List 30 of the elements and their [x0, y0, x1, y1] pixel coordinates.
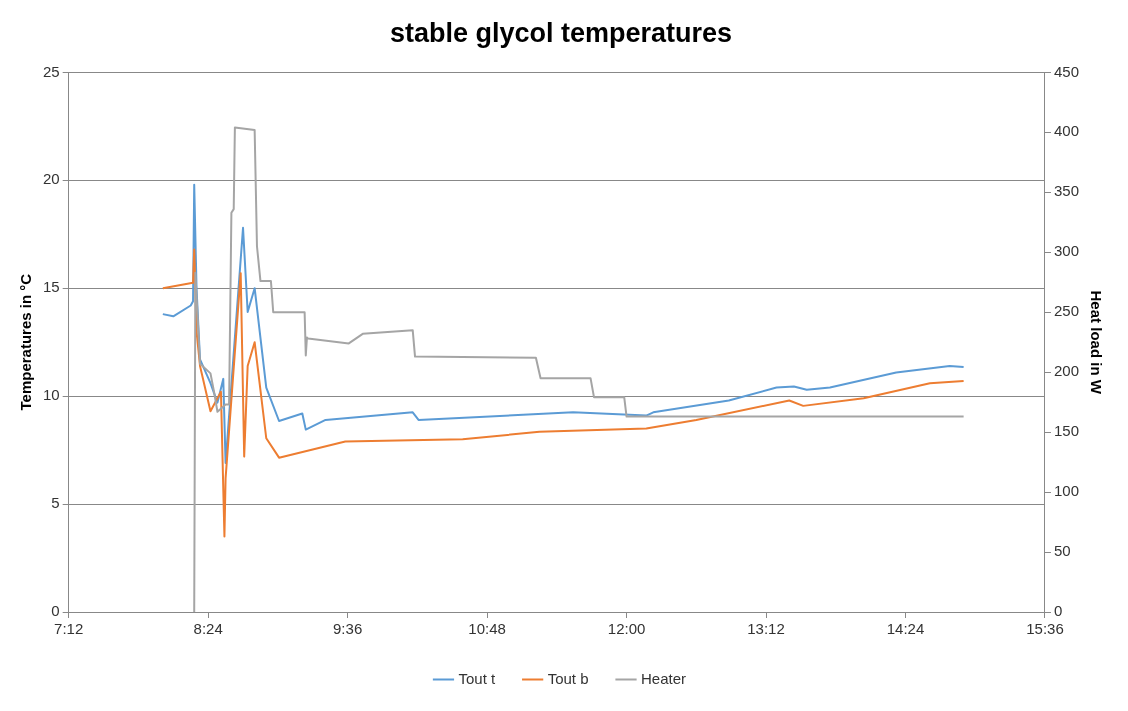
- chart-title: stable glycol temperatures: [389, 17, 733, 48]
- legend-label: Heater: [641, 669, 687, 687]
- x-tick-label: 14:24: [886, 620, 925, 638]
- y-tick-label: 20: [43, 170, 60, 188]
- y2-axis-title: Heat load in W: [1087, 290, 1105, 395]
- y-tick-label: 10: [43, 386, 60, 404]
- y2-tick-label: 150: [1053, 422, 1079, 440]
- x-tick-label: 9:36: [333, 620, 363, 638]
- y-tick-label: 5: [51, 494, 60, 512]
- y2-tick-label: 250: [1053, 302, 1079, 320]
- y2-tick-label: 200: [1053, 362, 1079, 380]
- y2-tick-label: 400: [1053, 122, 1079, 140]
- y2-tick-label: 0: [1053, 602, 1063, 620]
- y-tick-label: 0: [51, 602, 60, 620]
- y2-tick-label: 300: [1053, 242, 1079, 260]
- x-tick-label: 8:24: [193, 620, 223, 638]
- x-tick-label: 13:12: [747, 620, 785, 638]
- legend-label: Tout b: [547, 669, 589, 687]
- x-tick-label: 7:12: [54, 620, 84, 638]
- y2-tick-label: 100: [1053, 482, 1079, 500]
- y2-tick-label: 50: [1053, 542, 1071, 560]
- y2-tick-label: 350: [1053, 182, 1079, 200]
- y-tick-label: 15: [43, 278, 60, 296]
- y2-tick-label: 450: [1053, 62, 1079, 80]
- x-tick-label: 10:48: [468, 620, 506, 638]
- x-tick-label: 12:00: [607, 620, 646, 638]
- x-tick-label: 15:36: [1026, 620, 1064, 638]
- y-axis-title: Temperatures in °C: [17, 273, 35, 411]
- y-tick-label: 25: [43, 62, 60, 80]
- legend-label: Tout t: [458, 669, 496, 687]
